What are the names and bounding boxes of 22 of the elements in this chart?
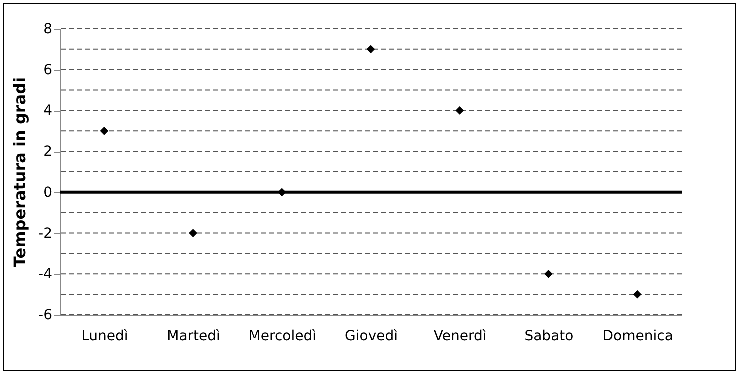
- point: [366, 45, 376, 54]
- y-axis-title: Temperatura in gradi: [10, 77, 30, 268]
- point: [456, 106, 464, 115]
- y-tick-label: 4: [44, 103, 53, 120]
- y-tick-label: -6: [38, 308, 53, 324]
- x-tick-label: Martedì: [167, 328, 220, 344]
- x-tick-label: Domenica: [602, 328, 674, 344]
- y-tick-label: -4: [38, 266, 53, 283]
- y-tick-label: 8: [44, 22, 52, 38]
- x-tick-label: Sabato: [524, 328, 574, 344]
- y-tick-label: 6: [44, 62, 53, 78]
- point: [633, 290, 642, 299]
- point: [544, 270, 553, 278]
- point: [100, 126, 109, 136]
- y-tick-label: -2: [38, 226, 52, 242]
- y-tick-label: 2: [44, 144, 52, 160]
- x-tick-label: Venerdì: [434, 328, 487, 344]
- point: [189, 229, 198, 238]
- x-tick-label: Lunedì: [82, 328, 128, 344]
- x-tick-label: Giovedì: [345, 328, 398, 344]
- y-tick-label: 0: [44, 184, 52, 201]
- x-tick-label: Mercoledì: [248, 328, 316, 344]
